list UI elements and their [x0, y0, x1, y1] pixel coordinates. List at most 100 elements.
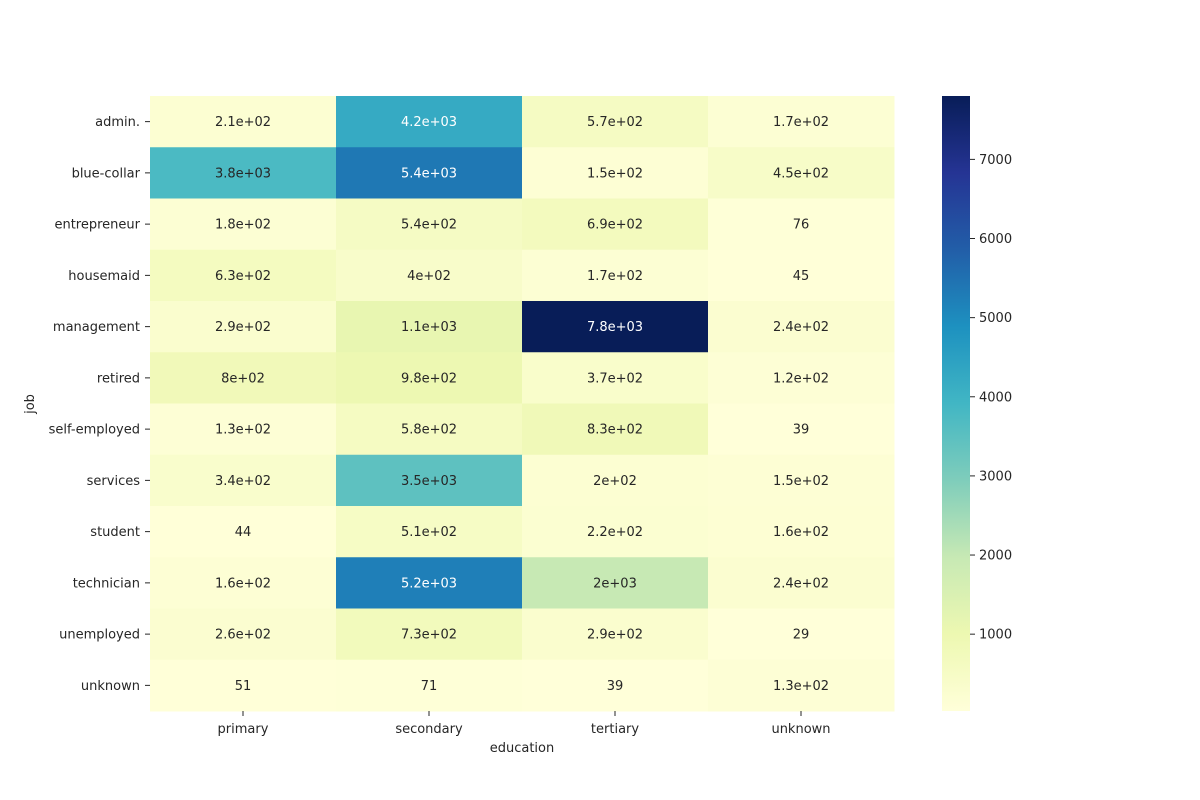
heatmap-cell-label: 71 [421, 679, 438, 694]
heatmap-cell-label: 45 [793, 269, 810, 284]
x-axis-ticks: primary secondary tertiary unknown [218, 711, 831, 737]
colorbar-tick-label: 1000 [979, 628, 1012, 643]
heatmap-cell-label: 1.6e+02 [215, 576, 271, 591]
heatmap-cell [336, 198, 523, 251]
colorbar-ticks: 1000 2000 3000 4000 5000 6000 7000 [970, 153, 1012, 643]
y-tick-label: management [53, 320, 140, 335]
y-tick-label: unemployed [59, 628, 140, 643]
heatmap-cell [336, 608, 523, 661]
x-tick-label: unknown [771, 722, 830, 737]
heatmap-cell [336, 659, 523, 712]
heatmap-cell [150, 659, 337, 712]
heatmap-cell [336, 249, 523, 302]
heatmap-cell-label: 3.4e+02 [215, 474, 271, 489]
heatmap-cell [708, 454, 895, 507]
heatmap-cell [150, 608, 337, 661]
heatmap-cell [522, 352, 709, 404]
heatmap-cell [336, 96, 523, 148]
heatmap-cell [522, 659, 709, 712]
colorbar-tick-label: 4000 [979, 390, 1012, 405]
heatmap-cell-label: 2.9e+02 [587, 628, 643, 643]
heatmap-cell-label: 1.5e+02 [587, 166, 643, 181]
colorbar-tick-label: 7000 [979, 153, 1012, 168]
heatmap-cell-label: 9.8e+02 [401, 371, 457, 386]
heatmap-cell [150, 301, 337, 353]
heatmap-cell-label: 2.1e+02 [215, 115, 271, 130]
heatmap-cell [336, 352, 523, 404]
heatmap-cell [522, 96, 709, 148]
y-tick-label: housemaid [68, 269, 140, 284]
heatmap-cell [522, 506, 709, 558]
heatmap-cell-label: 1.7e+02 [773, 115, 829, 130]
heatmap-cell-label: 51 [235, 679, 252, 694]
heatmap-cell-label: 5.2e+03 [401, 576, 457, 591]
heatmap-cell [708, 659, 895, 712]
heatmap-cell [150, 403, 337, 456]
heatmap-cell [522, 403, 709, 456]
heatmap-cell [708, 506, 895, 558]
heatmap-cell [522, 557, 709, 609]
heatmap-cell-label: 4.2e+03 [401, 115, 457, 130]
heatmap-cell-label: 5.1e+02 [401, 525, 457, 540]
heatmap-cell [708, 301, 895, 353]
heatmap-cell-label: 39 [607, 679, 624, 694]
heatmap-cell-label: 1.3e+02 [215, 423, 271, 438]
y-tick-label: unknown [81, 679, 140, 694]
heatmap-cell-label: 1.5e+02 [773, 474, 829, 489]
heatmap-cell-label: 2.6e+02 [215, 628, 271, 643]
colorbar-gradient [942, 96, 970, 711]
colorbar-tick-label: 2000 [979, 549, 1012, 564]
heatmap-cell [336, 301, 523, 353]
heatmap-cell [150, 198, 337, 251]
heatmap-cell [708, 249, 895, 302]
heatmap-cell [150, 96, 337, 148]
y-tick-label: entrepreneur [54, 218, 140, 233]
heatmap-cell-label: 2.9e+02 [215, 320, 271, 335]
heatmap-cell-label: 5.7e+02 [587, 115, 643, 130]
y-tick-label: services [87, 474, 141, 489]
heatmap-cell [522, 249, 709, 302]
heatmap-cell-label: 7.3e+02 [401, 628, 457, 643]
heatmap-cell-label: 2e+03 [593, 576, 637, 591]
heatmap-cell-label: 1.2e+02 [773, 371, 829, 386]
heatmap-cell-label: 1.3e+02 [773, 679, 829, 694]
heatmap-cell-label: 8.3e+02 [587, 423, 643, 438]
heatmap-cell [150, 557, 337, 609]
heatmap-cell-label: 5.4e+03 [401, 166, 457, 181]
heatmap-cell [708, 147, 895, 199]
heatmap-cell [336, 506, 523, 558]
x-axis-label: education [490, 741, 555, 756]
heatmap-cell [708, 352, 895, 404]
y-tick-label: self-employed [49, 423, 140, 438]
heatmap-cell-label: 5.4e+02 [401, 218, 457, 233]
heatmap-cell-label: 3.7e+02 [587, 371, 643, 386]
x-tick-label: primary [218, 722, 269, 737]
x-tick-label: secondary [395, 722, 463, 737]
heatmap-cell-label: 2e+02 [593, 474, 637, 489]
heatmap-cell [522, 454, 709, 507]
heatmap-cell [708, 96, 895, 148]
x-tick-label: tertiary [591, 722, 639, 737]
heatmap-cell [150, 249, 337, 302]
y-tick-label: blue-collar [72, 166, 141, 181]
heatmap-cell-label: 6.3e+02 [215, 269, 271, 284]
heatmap-cell-label: 3.8e+03 [215, 166, 271, 181]
heatmap-cell-label: 76 [793, 218, 810, 233]
heatmap-cell-label: 2.4e+02 [773, 320, 829, 335]
heatmap-cell-label: 39 [793, 423, 810, 438]
heatmap-cell [336, 147, 523, 199]
heatmap-cell-labels: 2.1e+02 4.2e+03 5.7e+02 1.7e+02 3.8e+03 5.4e+… [215, 115, 829, 694]
heatmap-cell-label: 2.4e+02 [773, 576, 829, 591]
heatmap-cells [150, 96, 895, 712]
heatmap-cell-label: 5.8e+02 [401, 423, 457, 438]
heatmap-cell-label: 1.6e+02 [773, 525, 829, 540]
heatmap-cell-label: 6.9e+02 [587, 218, 643, 233]
heatmap-cell-label: 1.1e+03 [401, 320, 457, 335]
colorbar-tick-label: 5000 [979, 311, 1012, 326]
heatmap-cell [708, 403, 895, 456]
heatmap-cell [336, 403, 523, 456]
heatmap-cell-label: 2.2e+02 [587, 525, 643, 540]
heatmap-cell [708, 557, 895, 609]
heatmap-cell [336, 454, 523, 507]
